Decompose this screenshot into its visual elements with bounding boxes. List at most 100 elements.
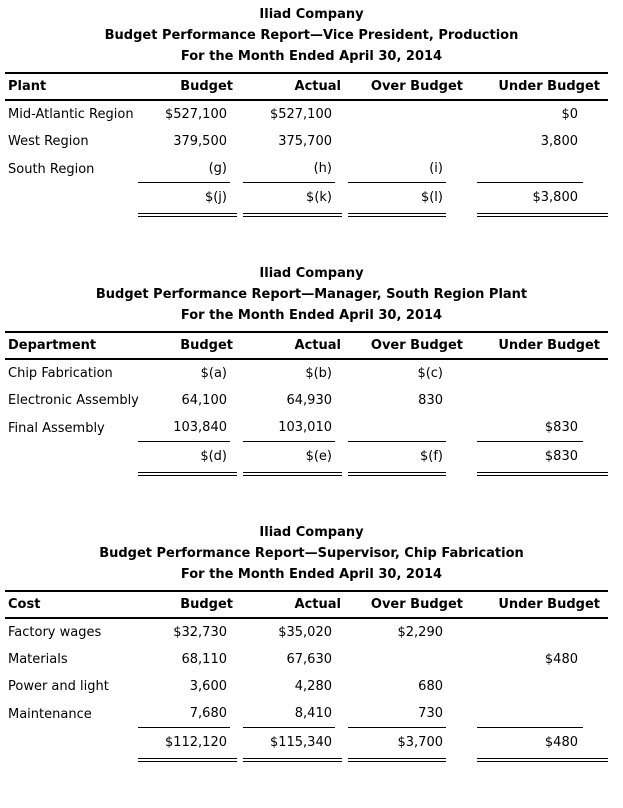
company-name: Iliad Company	[259, 525, 364, 540]
table-row: Final Assembly 103,840 103,010 $830	[5, 414, 608, 442]
over-budget-amount	[348, 101, 446, 128]
actual-amount: 64,930	[286, 393, 333, 408]
budget-amount: 103,840	[138, 414, 230, 442]
table-row: Materials 68,110 67,630 $480	[5, 646, 608, 673]
column-header-budget: Budget	[138, 590, 243, 619]
table-row: Power and light 3,600 4,280 680	[5, 673, 608, 700]
column-header-actual: Actual	[243, 331, 348, 360]
report-title: Budget Performance Report—Supervisor, Ch…	[99, 546, 524, 561]
actual-amount: (h)	[243, 155, 335, 183]
column-header-actual: Actual	[243, 590, 348, 619]
actual-amount: $(b)	[305, 366, 332, 381]
report-title: Budget Performance Report—Vice President…	[104, 28, 519, 43]
over-budget-amount: $2,290	[397, 625, 444, 640]
column-header-cost: Cost	[5, 590, 138, 619]
report-period: For the Month Ended April 30, 2014	[180, 308, 443, 323]
total-budget: $112,120	[138, 728, 237, 762]
budget-amount: (g)	[138, 155, 230, 183]
budget-table: Department Budget Actual Over Budget Und…	[5, 331, 608, 476]
report-heading: Iliad Company Budget Performance Report—…	[0, 4, 623, 67]
actual-amount: 8,410	[243, 700, 335, 728]
under-budget-amount	[477, 155, 583, 183]
budget-amount: 7,680	[138, 700, 230, 728]
table-row: West Region 379,500 375,700 3,800	[5, 128, 608, 155]
total-budget: $(d)	[138, 442, 237, 476]
row-label: Mid-Atlantic Region	[8, 107, 134, 122]
budget-amount: $527,100	[164, 107, 227, 122]
row-label: Factory wages	[8, 625, 102, 640]
table-row: South Region (g) (h) (i)	[5, 155, 608, 183]
over-budget-amount: 830	[418, 393, 443, 408]
budget-amount: $(a)	[200, 366, 227, 381]
table-row: Mid-Atlantic Region $527,100 $527,100 $0	[5, 100, 608, 128]
column-header-under-budget: Under Budget	[470, 331, 608, 360]
actual-amount: 103,010	[243, 414, 335, 442]
total-over-budget: $(l)	[348, 183, 446, 217]
header-row: Cost Budget Actual Over Budget Under Bud…	[5, 590, 608, 619]
column-header-plant: Plant	[5, 72, 138, 101]
total-actual: $(e)	[243, 442, 342, 476]
total-actual: $115,340	[243, 728, 342, 762]
budget-amount: $32,730	[173, 625, 227, 640]
total-row: $(d) $(e) $(f) $830	[5, 442, 608, 476]
actual-amount: 4,280	[294, 679, 332, 694]
under-budget-amount	[477, 673, 583, 700]
row-label: Maintenance	[8, 706, 92, 722]
row-label: Chip Fabrication	[8, 366, 113, 381]
over-budget-amount	[348, 646, 446, 673]
column-header-under-budget: Under Budget	[470, 590, 608, 619]
under-budget-amount: $480	[544, 652, 578, 667]
column-header-budget: Budget	[138, 72, 243, 101]
column-header-over-budget: Over Budget	[348, 72, 470, 101]
over-budget-amount: (i)	[348, 155, 446, 183]
report-heading: Iliad Company Budget Performance Report—…	[0, 263, 623, 326]
total-under-budget: $480	[477, 728, 608, 762]
under-budget-amount	[477, 700, 583, 728]
company-name: Iliad Company	[259, 7, 364, 22]
budget-amount: 379,500	[173, 134, 227, 149]
table-row: Maintenance 7,680 8,410 730	[5, 700, 608, 728]
budget-amount: 64,100	[181, 393, 228, 408]
actual-amount: 375,700	[278, 134, 332, 149]
row-label: Final Assembly	[8, 420, 105, 436]
row-label: West Region	[8, 134, 89, 149]
over-budget-amount: 680	[418, 679, 443, 694]
column-header-actual: Actual	[243, 72, 348, 101]
total-under-budget: $3,800	[477, 183, 608, 217]
column-header-over-budget: Over Budget	[348, 331, 470, 360]
report-heading: Iliad Company Budget Performance Report—…	[0, 522, 623, 585]
header-row: Plant Budget Actual Over Budget Under Bu…	[5, 72, 608, 101]
total-actual: $(k)	[243, 183, 342, 217]
row-label: South Region	[8, 161, 95, 177]
budget-amount: 3,600	[189, 679, 227, 694]
report-period: For the Month Ended April 30, 2014	[180, 567, 443, 582]
company-name: Iliad Company	[259, 266, 364, 281]
under-budget-amount	[477, 619, 583, 646]
report-supervisor-chip-fabrication: Iliad Company Budget Performance Report—…	[0, 522, 623, 762]
over-budget-amount: $(c)	[417, 366, 443, 381]
report-title: Budget Performance Report—Manager, South…	[95, 287, 528, 302]
actual-amount: $35,020	[278, 625, 332, 640]
total-row: $112,120 $115,340 $3,700 $480	[5, 728, 608, 762]
report-vice-president-production: Iliad Company Budget Performance Report—…	[0, 4, 623, 217]
budget-amount: 68,110	[181, 652, 228, 667]
table-row: Electronic Assembly 64,100 64,930 830	[5, 387, 608, 414]
under-budget-amount: 3,800	[540, 134, 578, 149]
table-row: Chip Fabrication $(a) $(b) $(c)	[5, 359, 608, 387]
column-header-over-budget: Over Budget	[348, 590, 470, 619]
row-label: Power and light	[8, 679, 109, 694]
under-budget-amount: $0	[561, 107, 578, 122]
over-budget-amount: 730	[348, 700, 446, 728]
row-label: Materials	[8, 652, 68, 667]
actual-amount: 67,630	[286, 652, 333, 667]
total-under-budget: $830	[477, 442, 608, 476]
actual-amount: $527,100	[269, 107, 332, 122]
report-manager-south-region: Iliad Company Budget Performance Report—…	[0, 263, 623, 476]
column-header-budget: Budget	[138, 331, 243, 360]
under-budget-amount	[477, 387, 583, 414]
budget-table: Plant Budget Actual Over Budget Under Bu…	[5, 72, 608, 217]
table-row: Factory wages $32,730 $35,020 $2,290	[5, 618, 608, 646]
total-row: $(j) $(k) $(l) $3,800	[5, 183, 608, 217]
under-budget-amount: $830	[477, 414, 583, 442]
over-budget-amount	[348, 414, 446, 442]
